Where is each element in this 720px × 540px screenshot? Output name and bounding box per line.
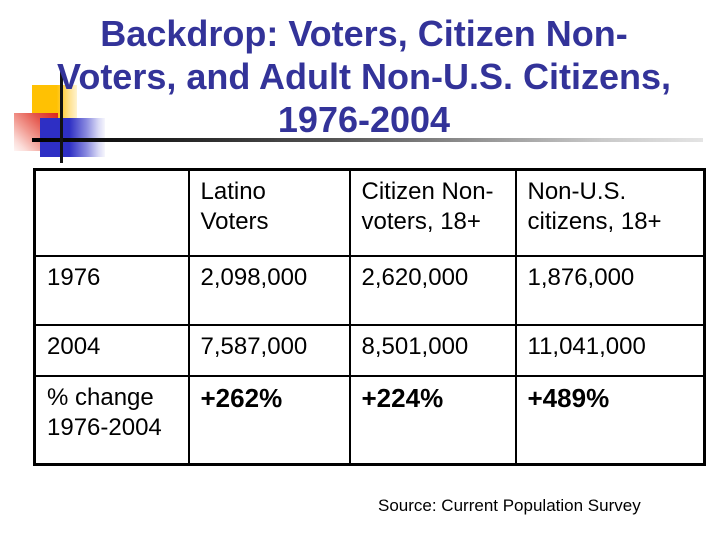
slide-title-line-1: Backdrop: Voters, Citizen Non- — [100, 13, 628, 54]
row-label: 2004 — [33, 323, 190, 377]
cell-percent-change: +489% — [514, 374, 706, 466]
vertical-rule-decoration — [60, 70, 63, 163]
table-header-row: Latino Voters Citizen Non- voters, 18+ N… — [33, 168, 706, 257]
table-row-2004: 2004 7,587,000 8,501,000 11,041,000 — [33, 323, 706, 377]
row-label: % change 1976-2004 — [33, 374, 190, 466]
cell-percent-change: +224% — [348, 374, 517, 466]
table-row-1976: 1976 2,098,000 2,620,000 1,876,000 — [33, 254, 706, 326]
horizontal-rule-decoration — [32, 138, 703, 142]
cell-value: 2,098,000 — [187, 254, 351, 326]
source-note: Source: Current Population Survey — [378, 496, 641, 515]
slide-title: Backdrop: Voters, Citizen Non- Voters, a… — [8, 12, 720, 141]
cell-value: 11,041,000 — [514, 323, 706, 377]
row-label: 1976 — [33, 254, 190, 326]
cell-value: 7,587,000 — [187, 323, 351, 377]
table-row-percent-change: % change 1976-2004 +262% +224% +489% — [33, 374, 706, 466]
cell-value: 8,501,000 — [348, 323, 517, 377]
header-cell-latino-voters: Latino Voters — [187, 168, 351, 257]
population-table: Latino Voters Citizen Non- voters, 18+ N… — [33, 168, 706, 466]
cell-value: 2,620,000 — [348, 254, 517, 326]
cell-value: 1,876,000 — [514, 254, 706, 326]
header-cell-empty — [33, 168, 190, 257]
blue-square-decoration — [40, 118, 105, 157]
slide-title-line-2: Voters, and Adult Non-U.S. Citizens, — [56, 56, 672, 97]
slide-title-line-3: 1976-2004 — [277, 99, 451, 140]
cell-percent-change: +262% — [187, 374, 351, 466]
header-cell-non-us-citizens: Non-U.S. citizens, 18+ — [514, 168, 706, 257]
header-cell-citizen-nonvoters: Citizen Non- voters, 18+ — [348, 168, 517, 257]
